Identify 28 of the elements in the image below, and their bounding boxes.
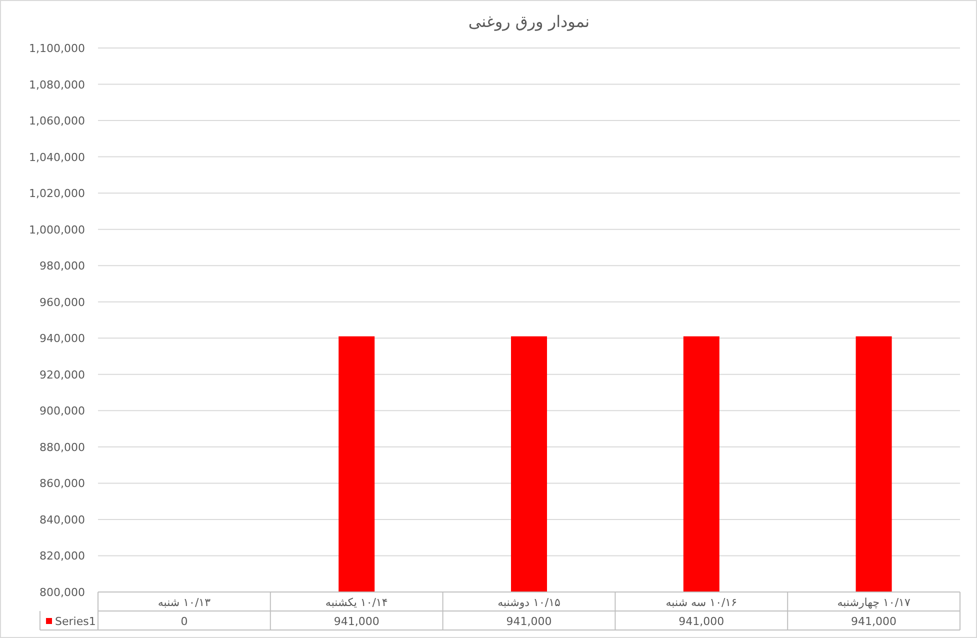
data-label: 941,000: [678, 615, 724, 628]
title: نمودار ورق روغنی: [468, 12, 590, 31]
data-label: 941,000: [506, 615, 552, 628]
x-tick-label: ۱۰/۱۷ چهارشنبه: [837, 596, 910, 609]
x-tick-label: ۱۰/۱۵ دوشنبه: [498, 596, 560, 609]
y-tick-label: 1,020,000: [29, 187, 85, 200]
y-tick-label: 1,060,000: [29, 114, 85, 128]
y-tick-label: 840,000: [40, 513, 85, 526]
y-tick-label: 920,000: [40, 368, 85, 382]
text: 0: [180, 615, 188, 628]
y-tick-label: 980,000: [40, 260, 85, 273]
x-tick-label: ۱۰/۱۴ یکشنبه: [325, 596, 388, 609]
y-tick-label: 820,000: [40, 550, 85, 563]
y-tick-label: 940,000: [40, 332, 85, 346]
x-tick-label: ۱۰/۱۳ شنبه: [158, 596, 211, 609]
legend-label: Series1: [55, 615, 96, 628]
data-label: 941,000: [851, 615, 897, 628]
y-tick-label: 800,000: [40, 586, 85, 599]
y-tick-label: 1,000,000: [29, 223, 85, 236]
y-tick-label: 900,000: [40, 404, 85, 418]
y-tick-label: 1,100,000: [29, 42, 85, 55]
y-tick-label: 1,080,000: [29, 78, 85, 92]
y-tick-label: 1,040,000: [29, 150, 85, 164]
y-tick-label: 880,000: [40, 440, 85, 454]
y-tick-label: 960,000: [40, 296, 85, 309]
data-label: 941,000: [334, 615, 380, 628]
x-tick-label: ۱۰/۱۶ سه شنبه: [666, 596, 738, 609]
y-tick-label: 860,000: [40, 477, 85, 490]
